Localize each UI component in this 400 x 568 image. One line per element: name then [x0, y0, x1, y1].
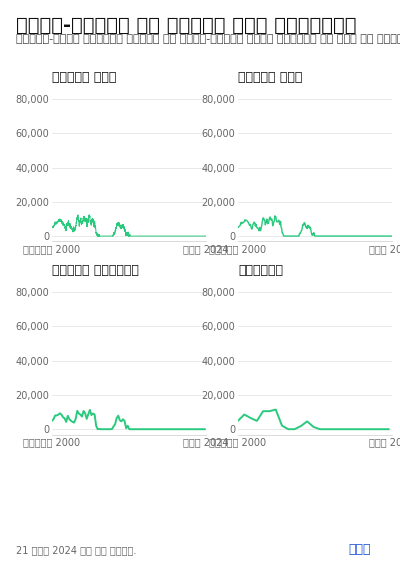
Text: लॉन्ग-टर्म ग्राफ़ देखने पर उतार-चढ़ाव आपकी नज़रों से ओझल हो जाता है: लॉन्ग-टर्म ग्राफ़ देखने पर उतार-चढ़ाव आप…	[16, 34, 400, 44]
Text: 21 जून 2024 तक का डेटा.: 21 जून 2024 तक का डेटा.	[16, 545, 136, 556]
Text: उतार-चढ़ाव के प्रति सही नज़रिया: उतार-चढ़ाव के प्रति सही नज़रिया	[16, 16, 356, 35]
Text: सालाना: सालाना	[238, 264, 283, 277]
Text: प्रति तिमाही: प्रति तिमाही	[52, 264, 139, 277]
Text: प्रति माह: प्रति माह	[238, 71, 302, 84]
Bar	[330, 549, 336, 559]
Text: धनक: धनक	[348, 542, 370, 556]
Text: प्रति दिन: प्रति दिन	[52, 71, 116, 84]
